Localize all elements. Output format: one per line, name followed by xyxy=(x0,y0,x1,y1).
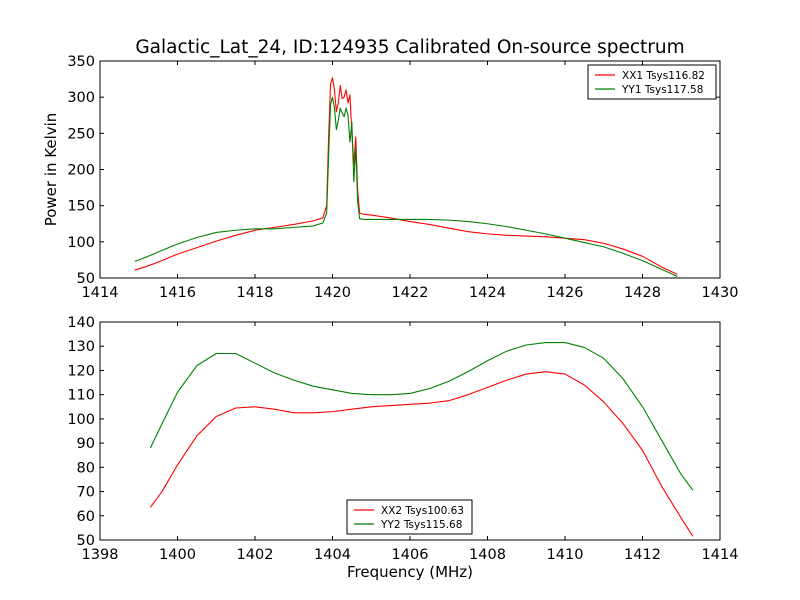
legend-entry: XX2 Tsys100.63 xyxy=(381,505,464,517)
chart-title: Galactic_Lat_24, ID:124935 Calibrated On… xyxy=(135,37,684,58)
x-tick-label: 1412 xyxy=(624,547,661,563)
y-tick-label: 60 xyxy=(77,509,95,525)
y-tick-label: 120 xyxy=(67,363,95,379)
y-tick-label: 130 xyxy=(67,339,95,355)
y-tick-label: 110 xyxy=(67,388,95,404)
y-tick-label: 350 xyxy=(67,54,95,70)
x-tick-label: 1410 xyxy=(547,547,584,563)
legend-entry: YY2 Tsys115.68 xyxy=(380,519,462,531)
x-tick-label: 1424 xyxy=(469,285,506,301)
legend-box xyxy=(346,499,473,535)
y-tick-label: 150 xyxy=(67,199,95,215)
y-tick-label: 250 xyxy=(67,126,95,142)
legend-box xyxy=(587,64,717,100)
x-axis-label: Frequency (MHz) xyxy=(347,563,473,581)
x-tick-label: 1422 xyxy=(392,285,429,301)
x-tick-label: 1414 xyxy=(82,285,119,301)
x-tick-label: 1430 xyxy=(702,285,739,301)
x-tick-label: 1398 xyxy=(82,547,119,563)
y-tick-label: 140 xyxy=(67,315,95,331)
series-line-xx1 xyxy=(134,77,678,275)
x-tick-label: 1404 xyxy=(314,547,351,563)
legend: XX2 Tsys100.63 YY2 Tsys115.68 xyxy=(346,499,473,535)
x-tick-label: 1406 xyxy=(392,547,429,563)
x-tick-label: 1420 xyxy=(314,285,351,301)
x-tick-label: 1416 xyxy=(159,285,196,301)
x-tick-label: 1418 xyxy=(237,285,274,301)
y-tick-label: 300 xyxy=(67,90,95,106)
y-axis-label: Power in Kelvin xyxy=(42,113,60,227)
y-tick-label: 100 xyxy=(67,235,95,251)
x-tick-label: 1402 xyxy=(237,547,274,563)
legend-entry: YY1 Tsys117.58 xyxy=(621,84,703,96)
x-tick-label: 1426 xyxy=(547,285,584,301)
y-tick-label: 50 xyxy=(77,271,95,287)
y-tick-label: 50 xyxy=(77,533,95,549)
series-line-xx2 xyxy=(149,371,694,537)
x-tick-label: 1408 xyxy=(469,547,506,563)
y-tick-label: 70 xyxy=(77,485,95,501)
y-tick-label: 90 xyxy=(77,436,95,452)
series-line-yy1 xyxy=(134,96,678,278)
y-tick-label: 100 xyxy=(67,412,95,428)
bottom-spectrum-plot: 1398 1400 1402 1404 1406 1408 1410 1412 1414 50 60… xyxy=(67,315,738,581)
x-tick-label: 1400 xyxy=(159,547,196,563)
x-tick-label: 1428 xyxy=(624,285,661,301)
series-line-yy2 xyxy=(149,342,694,491)
legend-entry: XX1 Tsys116.82 xyxy=(622,70,705,82)
y-tick-label: 200 xyxy=(67,163,95,179)
x-tick-label: 1414 xyxy=(702,547,739,563)
legend: XX1 Tsys116.82 YY1 Tsys117.58 xyxy=(587,64,717,100)
top-spectrum-plot: 1414 1416 1418 1420 1422 1424 1426 1428 1430 50 10… xyxy=(42,54,738,301)
y-tick-label: 80 xyxy=(77,460,95,476)
